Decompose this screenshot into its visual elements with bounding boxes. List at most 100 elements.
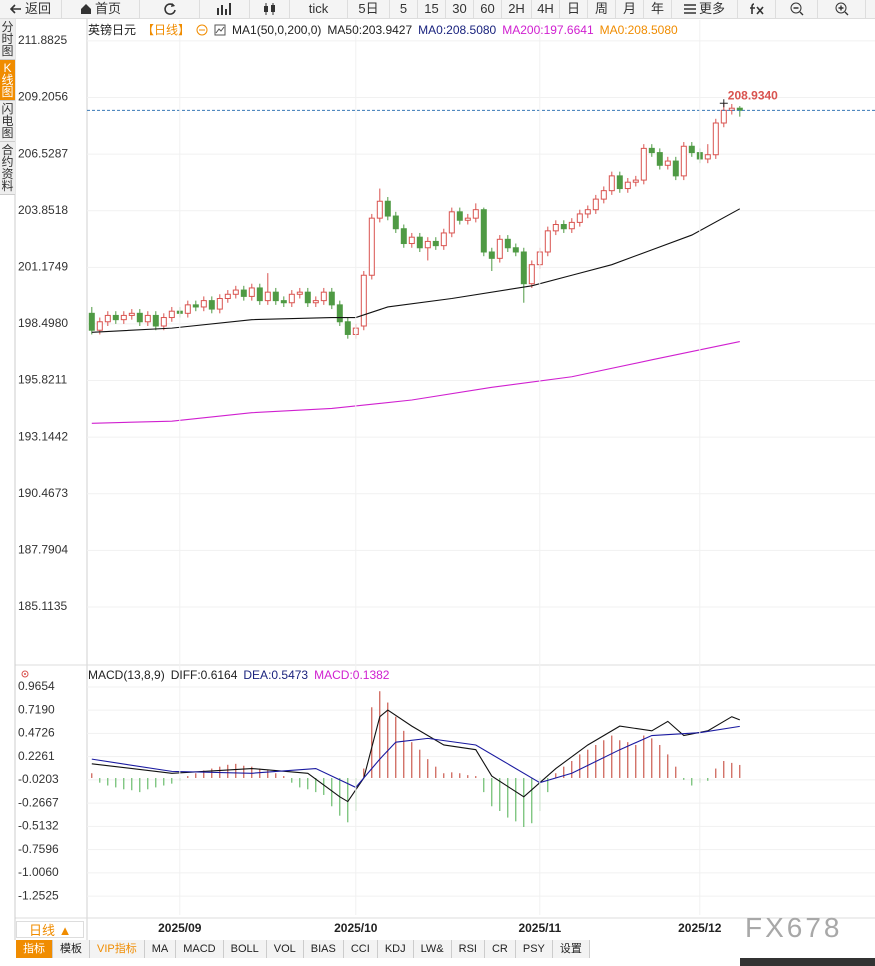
indicator-tab[interactable]: KDJ bbox=[377, 940, 414, 958]
period-button[interactable]: 5 bbox=[390, 0, 418, 18]
y-tick-label: -0.7596 bbox=[18, 842, 59, 856]
candle-body bbox=[368, 217, 375, 276]
side-tab[interactable]: 合约资料 bbox=[0, 142, 15, 195]
candle-body bbox=[112, 314, 119, 321]
indicator-tab[interactable]: RSI bbox=[451, 940, 485, 958]
indicator-tab[interactable]: VOL bbox=[266, 940, 304, 958]
y-tick-label: -0.5132 bbox=[18, 819, 59, 833]
candle-body bbox=[424, 240, 431, 249]
candle-body bbox=[104, 314, 111, 323]
candle-body bbox=[456, 211, 463, 221]
candle-body bbox=[648, 147, 655, 154]
x-tick-label: 2025/12 bbox=[678, 921, 722, 935]
candle-body bbox=[96, 321, 103, 331]
candle-body bbox=[448, 211, 455, 234]
formula-icon bbox=[749, 3, 764, 15]
indicator-tab[interactable]: BIAS bbox=[303, 940, 344, 958]
refresh-button[interactable] bbox=[140, 0, 200, 18]
indicator-tab[interactable]: MACD bbox=[176, 940, 224, 958]
side-tab[interactable]: K线图 bbox=[0, 60, 15, 101]
indicator-tab[interactable]: CCI bbox=[343, 940, 378, 958]
indicator-tab[interactable]: BOLL bbox=[223, 940, 267, 958]
period-button[interactable]: 5日 bbox=[348, 0, 390, 18]
zoom-in-button[interactable] bbox=[818, 0, 866, 18]
period-button[interactable]: 月 bbox=[616, 0, 644, 18]
period-button[interactable]: tick bbox=[290, 0, 348, 18]
settings-icon[interactable] bbox=[21, 670, 29, 678]
indicator-tab[interactable]: VIP指标 bbox=[90, 940, 145, 958]
indicator-tab[interactable]: 设置 bbox=[552, 940, 590, 958]
indicator-tab[interactable]: MA bbox=[144, 940, 177, 958]
candle-body bbox=[624, 181, 631, 190]
formula-button[interactable] bbox=[738, 0, 776, 18]
period-button[interactable]: 30 bbox=[446, 0, 474, 18]
y-tick-label: -0.2667 bbox=[18, 795, 59, 809]
bars-button[interactable] bbox=[200, 0, 250, 18]
macd-legend: MACD(13,8,9) DIFF:0.6164 DEA:0.5473 MACD… bbox=[88, 668, 389, 682]
legend-item: MACD:0.1382 bbox=[314, 668, 390, 682]
y-tick-label: 185.1135 bbox=[18, 599, 67, 613]
candle-body bbox=[248, 287, 255, 297]
period-button[interactable]: 周 bbox=[588, 0, 616, 18]
back-button[interactable]: 返回 bbox=[0, 0, 62, 18]
candle-body bbox=[144, 314, 151, 323]
candle-body bbox=[608, 175, 615, 192]
indicator-label: MACD(13,8,9) bbox=[88, 668, 165, 682]
period-selector[interactable]: 日线 ▲ bbox=[16, 921, 84, 938]
y-tick-label: 0.2261 bbox=[18, 749, 55, 763]
indicator-icon[interactable] bbox=[214, 24, 226, 36]
candle-body bbox=[520, 251, 527, 285]
toggle-icon[interactable] bbox=[196, 24, 208, 36]
period-button[interactable]: 15 bbox=[418, 0, 446, 18]
x-tick-label: 2025/10 bbox=[334, 921, 378, 935]
candle-body bbox=[592, 198, 599, 211]
candle-body bbox=[224, 293, 231, 300]
y-tick-label: 195.8211 bbox=[18, 373, 67, 387]
y-tick-label: -1.2525 bbox=[18, 888, 59, 902]
y-tick-label: 0.7190 bbox=[18, 702, 55, 716]
candle-body bbox=[464, 217, 471, 221]
period-button[interactable]: 年 bbox=[644, 0, 672, 18]
side-tab[interactable]: 分时图 bbox=[0, 19, 15, 60]
candle-body bbox=[128, 312, 135, 316]
home-icon bbox=[80, 4, 91, 14]
home-button[interactable]: 首页 bbox=[62, 0, 140, 18]
candle-body bbox=[656, 152, 663, 166]
y-tick-label: 209.2056 bbox=[18, 90, 68, 104]
x-tick-label: 2025/11 bbox=[518, 921, 561, 935]
side-tab[interactable]: 闪电图 bbox=[0, 101, 15, 142]
candle-body bbox=[640, 147, 647, 181]
period-button[interactable]: 4H bbox=[532, 0, 560, 18]
period-button[interactable]: 60 bbox=[474, 0, 502, 18]
candle-body bbox=[272, 291, 279, 302]
candle-body bbox=[712, 122, 719, 156]
indicator-tab[interactable]: LW& bbox=[413, 940, 452, 958]
candle-body bbox=[336, 304, 343, 323]
indicator-tab[interactable]: PSY bbox=[515, 940, 553, 958]
candle-body bbox=[200, 300, 207, 308]
candle-body bbox=[320, 291, 327, 302]
y-tick-label: -0.0203 bbox=[18, 772, 59, 786]
candle-body bbox=[472, 209, 479, 219]
period-button[interactable]: 日 bbox=[560, 0, 588, 18]
indicator-tab[interactable]: 模板 bbox=[53, 940, 90, 958]
indicator-tab[interactable]: CR bbox=[484, 940, 516, 958]
period-button[interactable]: 2H bbox=[502, 0, 532, 18]
y-tick-label: 193.1442 bbox=[18, 429, 68, 443]
candle-body bbox=[672, 160, 679, 177]
y-tick-label: 187.7904 bbox=[18, 543, 68, 557]
candle-body bbox=[208, 300, 215, 310]
legend-item: MA200:197.6641 bbox=[502, 22, 594, 37]
bars-icon bbox=[216, 3, 231, 15]
candle-body bbox=[528, 264, 535, 285]
candle-button[interactable] bbox=[250, 0, 290, 18]
candle-body bbox=[232, 289, 239, 295]
zoom-out-button[interactable] bbox=[776, 0, 818, 18]
more-button[interactable]: 更多 bbox=[672, 0, 738, 18]
indicator-tab[interactable]: 指标 bbox=[16, 940, 53, 958]
high-label: 208.9340 bbox=[728, 88, 778, 102]
plot-bg bbox=[87, 19, 875, 919]
footer-strip bbox=[740, 958, 875, 966]
candle-body bbox=[392, 215, 399, 230]
